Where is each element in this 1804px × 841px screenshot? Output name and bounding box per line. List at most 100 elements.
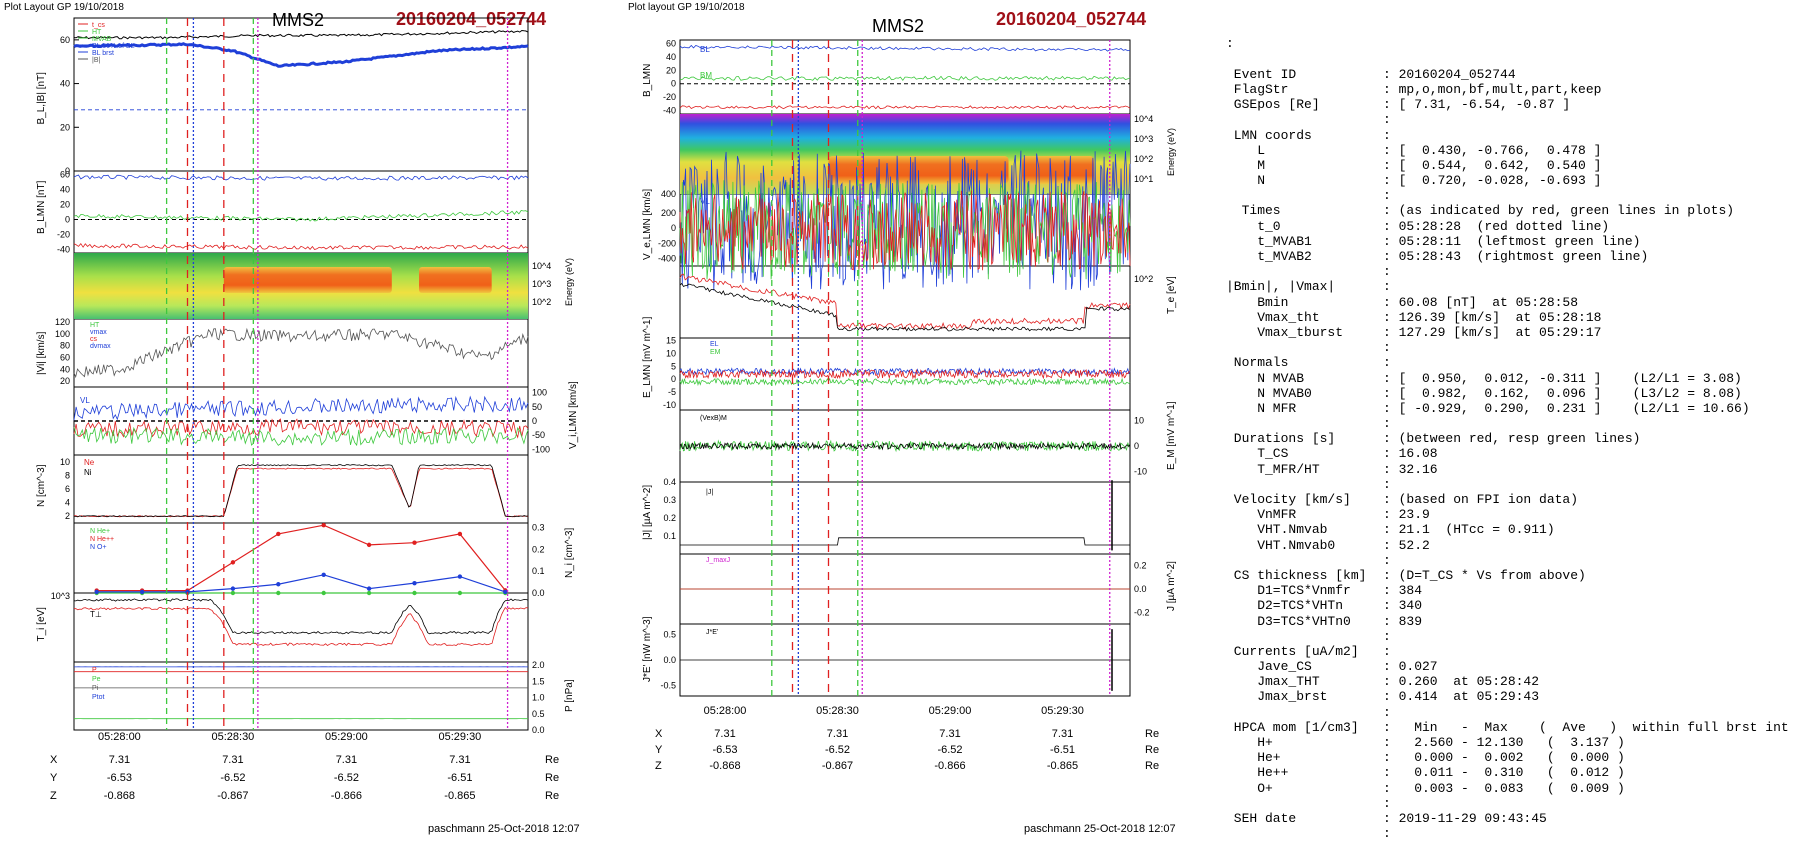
- right-p1-ytick: -20: [663, 92, 676, 102]
- right-panel-6-frame: [679, 409, 1131, 483]
- info-key: Normals: [1226, 355, 1289, 371]
- info-row: SEH date : 2019-11-29 09:43:45: [1226, 811, 1789, 826]
- left-p7-ytick: 0.2: [532, 544, 545, 554]
- info-value: : 0.000 - 0.002 ( 0.000 ): [1383, 750, 1625, 766]
- left-spectrogram-hot-2: [419, 267, 492, 293]
- right-p8-ytick: 0.2: [1134, 561, 1147, 571]
- info-row: M: [ 0.544, 0.642, 0.540 ]: [1226, 158, 1789, 173]
- left-p9-legend-label: Pe: [92, 676, 101, 683]
- right-p5-series: [679, 366, 1131, 376]
- left-p7-point: [366, 542, 372, 548]
- info-row: t_0: 05:28:28 (red dotted line): [1226, 219, 1789, 234]
- right-plot-header: Plot layout GP 19/10/2018: [628, 2, 745, 13]
- right-p1-ytick: 60: [666, 38, 676, 48]
- right-p8-ylabel: J [µA m^-2]: [1166, 561, 1177, 611]
- left-ephem-value: -0.867: [217, 790, 248, 802]
- left-p1-series: [73, 42, 529, 68]
- left-p6-ytick: 4: [65, 498, 70, 508]
- left-p5-legend-label: VL: [80, 396, 90, 405]
- info-row: Durations [s]: (between red, resp green …: [1226, 431, 1789, 446]
- info-row: Jmax_brst: 0.414 at 05:29:43: [1226, 689, 1789, 704]
- right-p5-series: [679, 368, 1131, 380]
- info-value: : 20160204_052744: [1383, 66, 1516, 82]
- left-p7-point: [185, 589, 190, 595]
- left-ephem-value: -6.51: [447, 772, 472, 784]
- right-p1-ytick: 40: [666, 52, 676, 62]
- info-key: Times: [1226, 203, 1281, 219]
- info-value: :: [1383, 264, 1391, 280]
- info-value: : 2.560 - 12.130 ( 3.137 ): [1383, 735, 1625, 751]
- info-key: N MVAB0: [1226, 385, 1312, 401]
- left-p7-point: [321, 572, 326, 578]
- left-p9-ytick: 1.0: [532, 693, 545, 703]
- left-p7-point: [412, 590, 417, 596]
- right-p9-ytick: 0.0: [663, 655, 676, 665]
- info-row: :: [1226, 705, 1789, 720]
- info-key: H+: [1226, 735, 1273, 751]
- info-value: :: [1383, 416, 1391, 432]
- left-p9-ytick: 1.5: [532, 676, 545, 686]
- right-p6-ytick: 0: [1134, 441, 1139, 451]
- info-value: :: [1383, 340, 1391, 356]
- info-row: VHT.Nmvab: 21.1 (HTcc = 0.911): [1226, 522, 1789, 537]
- info-value: :: [1383, 112, 1391, 128]
- info-value: : 2019-11-29 09:43:45: [1383, 810, 1547, 826]
- info-value: : 21.1 (HTcc = 0.911): [1383, 522, 1555, 538]
- right-p1-ylabel: B_LMN: [642, 64, 653, 97]
- info-row: N MVAB: [ 0.950, 0.012, -0.311 ] (L2/L1 …: [1226, 371, 1789, 386]
- info-value: : 32.16: [1383, 461, 1438, 477]
- right-p2-ytick: 10^1: [1134, 174, 1153, 184]
- right-p3-ytick: 200: [661, 208, 676, 218]
- right-ephem-value: -0.866: [934, 760, 965, 772]
- left-p7-point: [94, 589, 99, 595]
- info-key: N: [1226, 173, 1266, 189]
- right-p1-legend-label: BM: [700, 71, 712, 80]
- info-key: T_MFR/HT: [1226, 461, 1320, 477]
- info-row: Normals:: [1226, 355, 1789, 370]
- info-value: : 0.260 at 05:28:42: [1383, 674, 1540, 690]
- right-p1-ytick: 0: [671, 79, 676, 89]
- info-key: Vmax_tht: [1226, 309, 1320, 325]
- info-key: VnMFR: [1226, 507, 1297, 523]
- right-ephem-value: -0.867: [822, 760, 853, 772]
- left-p4-series: [73, 327, 529, 379]
- info-value: :: [1383, 628, 1391, 644]
- info-value: : 384: [1383, 583, 1423, 599]
- right-ephem-value: -0.868: [709, 760, 740, 772]
- info-key: SEH date: [1226, 810, 1297, 826]
- left-time-tick: 05:29:00: [325, 731, 368, 743]
- left-p7-ytick: 0.1: [532, 566, 545, 576]
- info-key: GSEpos [Re]: [1226, 97, 1320, 113]
- info-value: : [ 7.31, -6.54, -0.87 ]: [1383, 97, 1571, 113]
- left-panel-8-frame: [73, 592, 529, 663]
- info-row: D1=TCS*Vnmfr: 384: [1226, 583, 1789, 598]
- left-p6-ytick: 10: [60, 457, 70, 467]
- right-p5-ytick: 10: [666, 348, 676, 358]
- left-p2-series: [73, 210, 529, 222]
- left-p7-point: [457, 590, 463, 596]
- info-value: :: [1383, 127, 1391, 143]
- info-row: :: [1226, 416, 1789, 431]
- left-p3-ylabel: Energy (eV): [564, 258, 574, 306]
- info-key: N MFR: [1226, 400, 1297, 416]
- left-ephem-value: -6.53: [107, 772, 132, 784]
- right-p3-ytick: -200: [658, 238, 676, 248]
- left-p7-legend-label: N He++: [90, 536, 114, 543]
- right-p7-ytick: 0.1: [663, 531, 676, 541]
- left-p8-ytick: 10^3: [51, 591, 70, 601]
- right-p3-series: [679, 150, 1131, 291]
- right-p5-series: [679, 377, 1131, 387]
- info-key: L: [1226, 142, 1266, 158]
- right-p3-series: [679, 179, 1131, 280]
- left-p2-ytick: 20: [60, 200, 70, 210]
- info-key: O+: [1226, 780, 1273, 796]
- right-p1-series-bm: [679, 75, 1131, 81]
- right-p2-ylabel: Energy (eV): [1166, 128, 1176, 176]
- info-row: CS thickness [km]: (D=T_CS * Vs from abo…: [1226, 568, 1789, 583]
- right-figure: 6040200-20-40BLBMB_LMN10^410^310^210^1En…: [642, 38, 1177, 772]
- info-value: : 340: [1383, 598, 1423, 614]
- info-value: : [ -0.929, 0.290, 0.231 ] (L2/L1 = 10.6…: [1383, 400, 1750, 416]
- right-p5-ytick: 5: [671, 361, 676, 371]
- right-p1-series-bn: [679, 105, 1131, 110]
- right-p3-ylabel: V_e,LMN [km/s]: [642, 189, 653, 260]
